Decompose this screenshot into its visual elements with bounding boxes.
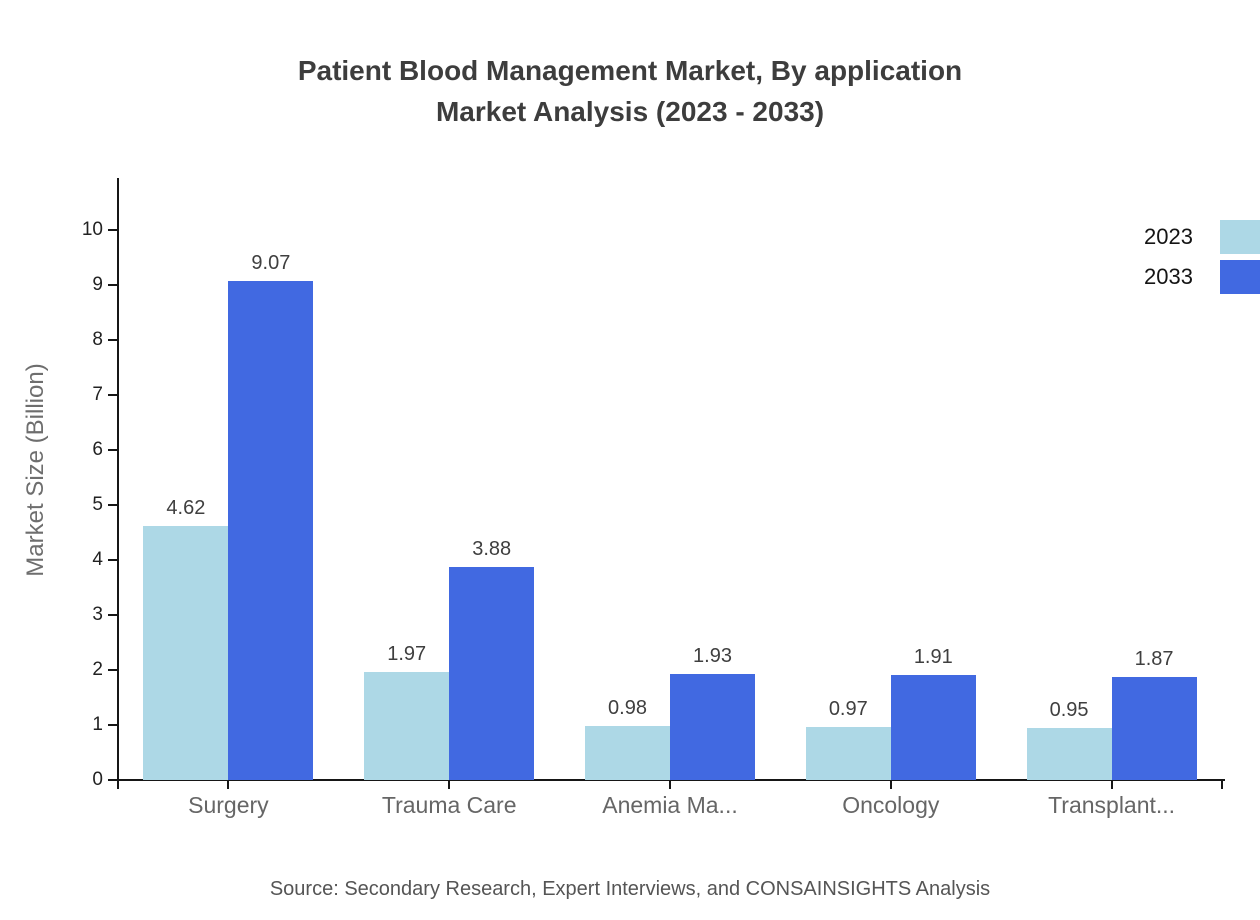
bar-column: 9.07 [228, 230, 314, 780]
bar-column: 4.62 [143, 230, 229, 780]
bar-value-label: 0.97 [828, 697, 868, 720]
y-tick-mark [108, 614, 118, 616]
y-tick: 2 [41, 659, 118, 681]
y-tick: 0 [41, 769, 118, 791]
bar-2023 [805, 726, 891, 780]
y-tick-mark [108, 394, 118, 396]
y-tick-label: 6 [92, 439, 103, 460]
bar-column: 0.95 [1026, 230, 1112, 780]
bar-2023 [364, 671, 450, 780]
x-tick [1110, 780, 1113, 789]
source-note: Source: Secondary Research, Expert Inter… [269, 878, 991, 900]
bar-column: 1.87 [1111, 230, 1197, 780]
bar-value-label: 1.87 [1134, 648, 1174, 671]
category-label: Anemia Ma... [602, 792, 738, 818]
y-tick-label: 10 [81, 219, 103, 240]
y-tick-mark [108, 229, 118, 231]
y-tick-mark [108, 779, 118, 781]
x-tick [889, 780, 892, 789]
x-tick [1221, 780, 1223, 789]
bar-value-label: 0.98 [608, 697, 647, 720]
y-tick-label: 4 [92, 549, 103, 570]
x-axis-ticks [117, 780, 1223, 789]
category-label: Oncology [842, 792, 940, 818]
y-axis-ticks: 0 1 2 3 4 5 6 7 8 9 10 [40, 219, 118, 790]
legend-swatch [1220, 260, 1260, 294]
y-tick-label: 5 [92, 494, 103, 515]
bar-column: 1.93 [669, 230, 755, 780]
x-tick [227, 780, 230, 789]
bar-column: 0.98 [584, 230, 670, 780]
y-tick: 6 [41, 439, 118, 461]
y-tick-label: 9 [92, 274, 103, 295]
bar-value-label: 3.88 [472, 537, 512, 560]
y-tick-mark [108, 449, 118, 451]
bar-2033 [669, 673, 755, 780]
bar-2033 [228, 281, 314, 780]
y-tick-mark [108, 669, 118, 671]
bar-value-label: 0.95 [1049, 698, 1089, 721]
bar-group-anemia-ma: 0.98 1.93 [560, 230, 781, 780]
legend-item-2033: 2033 [1144, 260, 1260, 294]
y-axis-line [117, 178, 119, 788]
y-tick-label: 0 [92, 769, 103, 790]
legend-label: 2023 [1144, 224, 1193, 249]
bar-2023 [1026, 727, 1112, 780]
y-tick: 4 [41, 549, 118, 571]
legend-item-2023: 2023 [1144, 220, 1260, 254]
y-tick-label: 8 [92, 329, 103, 350]
bar-group-trauma-care: 1.97 3.88 [339, 230, 560, 780]
bar-value-label: 1.93 [693, 644, 732, 667]
legend: 2023 2033 [1144, 220, 1260, 300]
x-tick [669, 780, 671, 789]
y-tick-label: 2 [92, 659, 103, 680]
bar-group-transplant: 0.95 1.87 [1001, 230, 1222, 780]
legend-swatch [1220, 220, 1260, 254]
bar-group-oncology: 0.97 1.91 [780, 230, 1001, 780]
category-label: Transplant... [1048, 792, 1176, 818]
chart-title: Patient Blood Management Market, By appl… [0, 50, 1260, 132]
plot-area: 4.62 9.07 1.97 3.88 0.98 1.93 0.97 1.91 0.95 1.87 [118, 230, 1222, 780]
bar-value-label: 1.97 [387, 642, 427, 665]
bar-2033 [890, 674, 976, 780]
y-tick-label: 3 [92, 604, 103, 625]
y-tick-label: 7 [92, 384, 103, 405]
y-tick-mark [108, 559, 118, 561]
bar-value-label: 9.07 [251, 252, 291, 275]
bar-2033 [1111, 677, 1197, 780]
bar-column: 1.97 [364, 230, 450, 780]
y-tick: 8 [41, 329, 118, 351]
y-tick-mark [108, 724, 118, 726]
bar-column: 3.88 [449, 230, 535, 780]
bar-2023 [584, 726, 670, 780]
y-tick-mark [108, 284, 118, 286]
y-tick-mark [108, 339, 118, 341]
category-label: Trauma Care [381, 792, 517, 818]
y-tick: 3 [41, 604, 118, 626]
y-tick: 5 [41, 494, 118, 516]
x-tick [117, 780, 119, 789]
category-labels: Surgery Trauma Care Anemia Ma... Oncology Tr… [118, 792, 1222, 819]
bar-2023 [143, 525, 229, 780]
y-tick: 9 [41, 274, 118, 296]
y-tick: 7 [41, 384, 118, 406]
bar-value-label: 1.91 [913, 645, 953, 668]
bar-value-label: 4.62 [166, 496, 206, 519]
y-tick-mark [108, 504, 118, 506]
chart-title-line2: Market Analysis (2023 - 2033) [435, 96, 825, 127]
chart-title-line1: Patient Blood Management Market, By appl… [297, 55, 963, 86]
x-tick [448, 780, 451, 789]
bar-column: 1.91 [890, 230, 976, 780]
bar-column: 0.97 [805, 230, 891, 780]
category-label: Surgery [188, 792, 269, 818]
bar-group-surgery: 4.62 9.07 [118, 230, 339, 780]
x-axis-line [110, 779, 1225, 781]
y-tick: 10 [41, 219, 118, 241]
y-tick: 1 [41, 714, 118, 736]
y-tick-label: 1 [92, 714, 103, 735]
bar-2033 [449, 566, 535, 780]
legend-label: 2033 [1144, 264, 1193, 289]
